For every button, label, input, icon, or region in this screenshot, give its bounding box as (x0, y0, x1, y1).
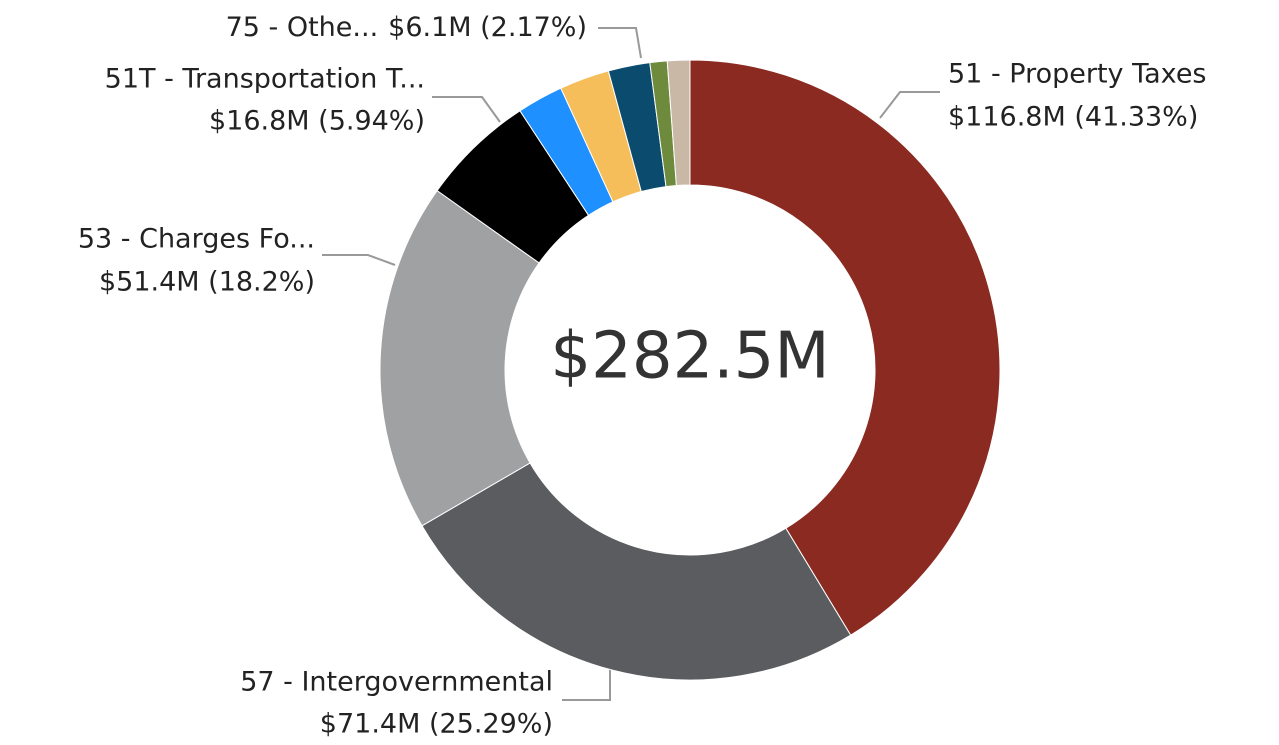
leader-line (879, 91, 940, 119)
leader-line (562, 662, 611, 701)
category-label: 75 - Othe... (226, 12, 379, 43)
value-label: $51.4M (18.2%) (99, 267, 315, 298)
donut-slice (689, 59, 1001, 636)
leader-line (322, 254, 396, 266)
donut-slice (666, 59, 691, 187)
value-label: $16.8M (5.94%) (209, 106, 425, 137)
category-label: 51T - Transportation T... (105, 64, 425, 95)
data-label: 75 - Othe... $6.1M (2.17%) (226, 12, 587, 43)
value-label: $116.8M (41.33%) (948, 102, 1198, 133)
category-label: 51 - Property Taxes (948, 59, 1207, 90)
category-label: 57 - Intergovernmental (240, 667, 553, 698)
category-label: 53 - Charges Fo... (78, 224, 315, 255)
value-label: $71.4M (25.29%) (320, 709, 553, 740)
leader-line (598, 27, 642, 59)
donut-slice (379, 189, 540, 527)
value-label: $6.1M (2.17%) (388, 12, 587, 43)
leader-line (432, 96, 501, 123)
center-label: $282.5M (550, 320, 829, 394)
donut-slice (421, 462, 852, 681)
